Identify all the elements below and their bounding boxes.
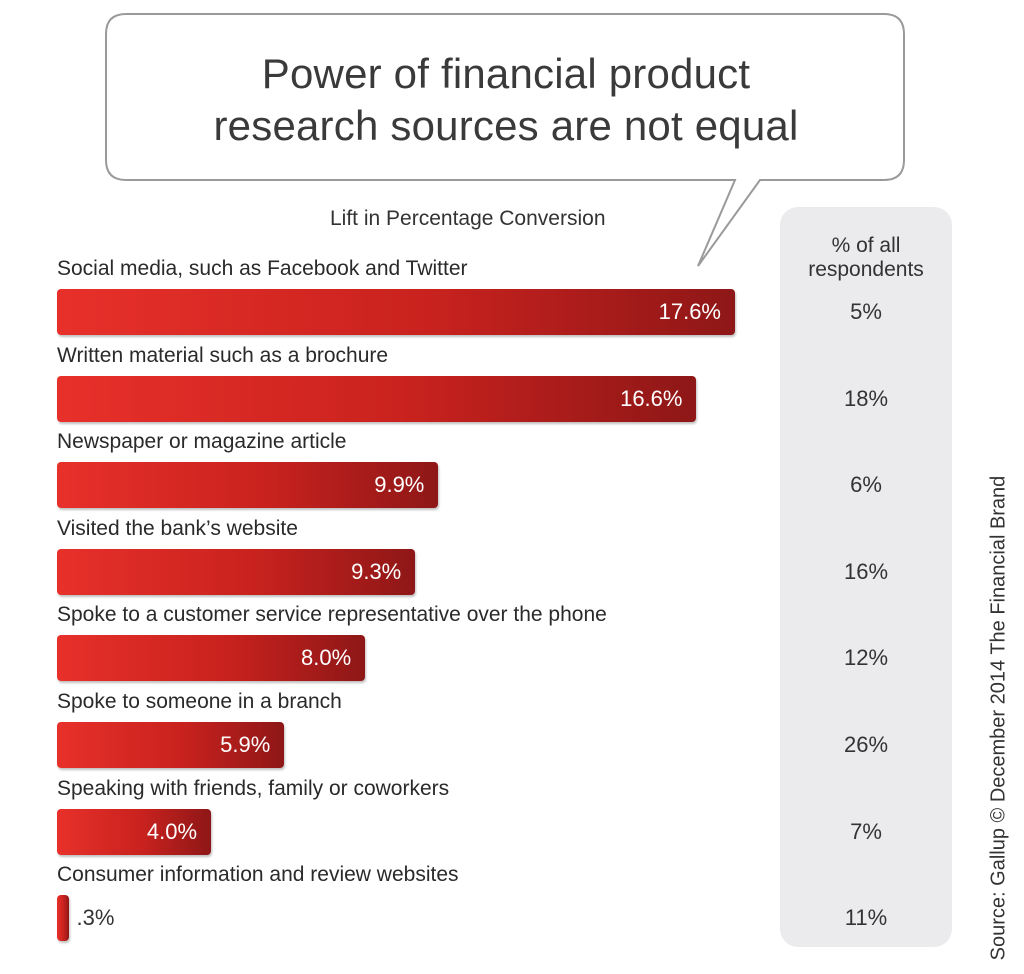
chart-title-line-2: research sources are not equal bbox=[213, 102, 799, 149]
chart-title-line-1: Power of financial product bbox=[261, 50, 751, 97]
bar-value-label: 16.6% bbox=[620, 385, 683, 411]
bar-value-label: 17.6% bbox=[658, 299, 721, 324]
bar-value-label: .3% bbox=[76, 905, 115, 931]
respondents-panel bbox=[780, 207, 952, 947]
chart-subtitle: Lift in Percentage Conversion bbox=[330, 207, 606, 230]
bar-value-label: 8.0% bbox=[301, 645, 352, 671]
bar bbox=[57, 375, 697, 422]
bar-value-label: 5.9% bbox=[220, 732, 271, 757]
bar bbox=[57, 722, 285, 768]
respondent-share: 7% bbox=[850, 818, 882, 844]
category-label: Visited the bank’s website bbox=[57, 516, 298, 540]
respondent-share: 6% bbox=[850, 472, 882, 498]
respondent-share: 11% bbox=[844, 905, 888, 931]
respondent-share: 26% bbox=[843, 732, 889, 757]
category-label: Written material such as a brochure bbox=[57, 343, 389, 367]
respondent-share: 18% bbox=[843, 385, 889, 411]
respondent-share: 16% bbox=[843, 558, 889, 584]
category-label: Spoke to a customer service representati… bbox=[57, 603, 607, 627]
bar-value-label: 9.9% bbox=[374, 472, 425, 498]
bar bbox=[57, 808, 212, 855]
bar bbox=[57, 635, 366, 682]
bar-value-label: 9.3% bbox=[351, 558, 402, 584]
respondents-header-line-2: respondents bbox=[808, 258, 924, 281]
category-label: Social media, such as Facebook and Twitt… bbox=[57, 257, 468, 280]
bar bbox=[57, 289, 735, 335]
category-label: Consumer information and review websites bbox=[57, 863, 459, 887]
bar bbox=[57, 548, 416, 595]
respondent-share: 5% bbox=[850, 299, 882, 324]
bar bbox=[57, 895, 69, 942]
source-credit: Source: Gallup © December 2014 The Finan… bbox=[987, 475, 1010, 961]
category-label: Newspaper or magazine article bbox=[57, 430, 347, 454]
category-label: Spoke to someone in a branch bbox=[57, 690, 342, 713]
respondent-share: 12% bbox=[843, 645, 889, 671]
speech-bubble bbox=[105, 13, 905, 267]
respondents-header-line-1: % of all bbox=[831, 234, 901, 257]
category-label: Speaking with friends, family or coworke… bbox=[57, 776, 450, 800]
bar-value-label: 4.0% bbox=[146, 818, 198, 844]
bar bbox=[57, 462, 439, 509]
